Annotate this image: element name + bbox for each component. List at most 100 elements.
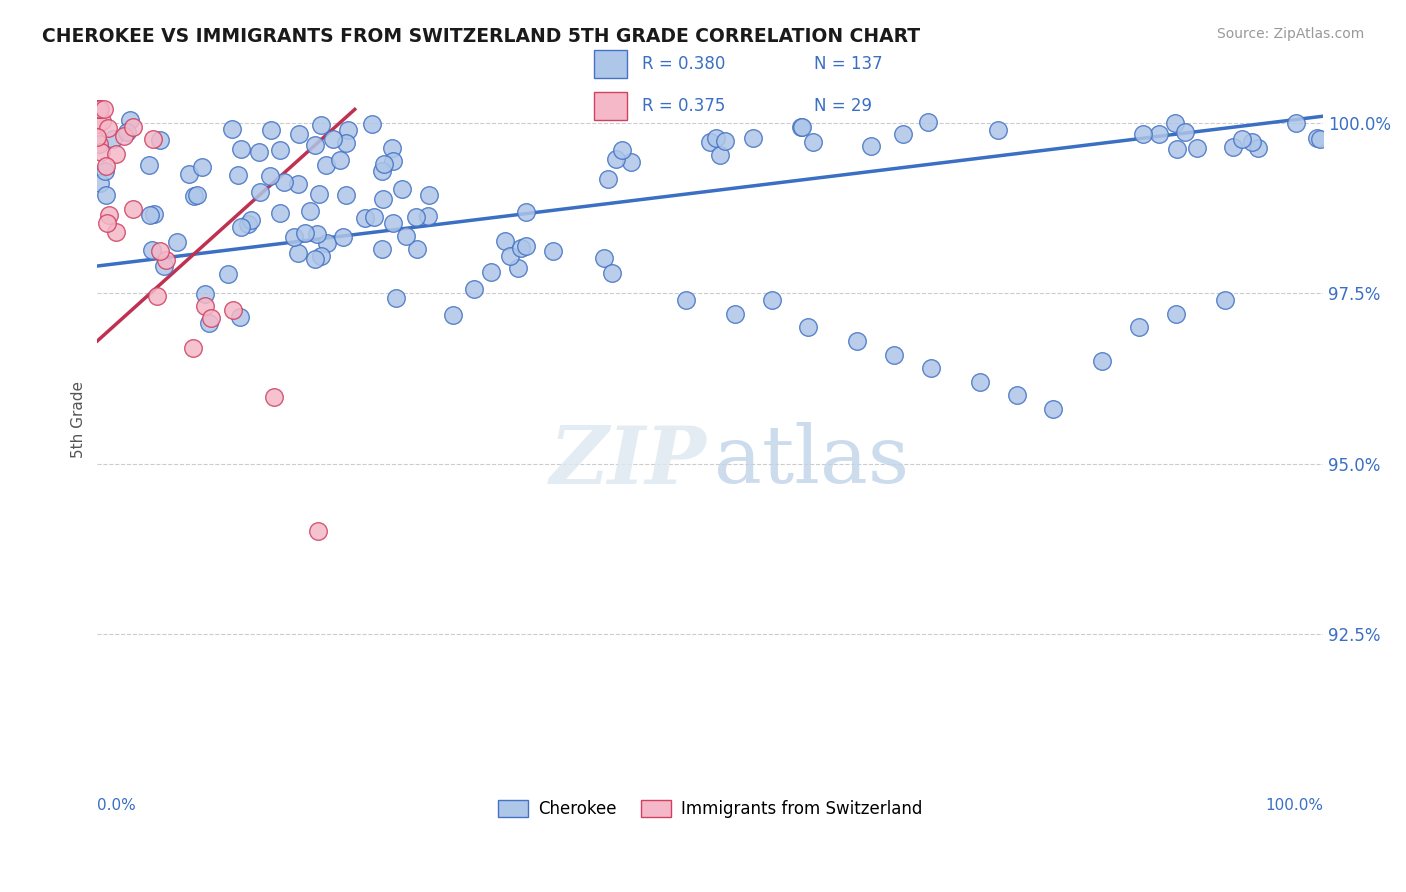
Point [153,259,176,273]
Point [93,103,115,117]
Point [709,148,731,162]
Point [917,115,939,129]
Point [479,265,502,279]
Point [515,238,537,252]
Point [1240,135,1263,149]
Point [335,136,357,151]
Point [236,217,259,231]
Point [166,235,188,249]
Point [405,210,427,224]
Point [90,145,112,160]
Point [263,390,285,404]
Point [194,299,217,313]
Point [87,103,110,117]
Point [149,133,172,147]
Point [183,189,205,203]
Point [283,230,305,244]
Text: N = 29: N = 29 [814,97,872,115]
Point [381,216,404,230]
Point [1222,140,1244,154]
Point [228,310,250,325]
Point [229,142,252,156]
Point [1164,307,1187,321]
Point [891,128,914,142]
Point [259,169,281,183]
Point [200,310,222,325]
Point [97,120,120,135]
Point [269,144,291,158]
Point [155,252,177,267]
Point [308,186,330,201]
Point [381,140,404,154]
Point [287,246,309,260]
Text: ZIP: ZIP [550,423,707,500]
Point [706,131,728,145]
Text: R = 0.380: R = 0.380 [643,55,725,73]
Point [724,307,747,321]
Point [1147,127,1170,141]
Point [94,159,117,173]
Point [87,103,110,117]
Point [222,303,245,318]
Point [406,242,429,256]
Point [122,202,145,217]
Point [675,293,697,307]
Point [217,267,239,281]
Text: Source: ZipAtlas.com: Source: ZipAtlas.com [1216,27,1364,41]
Point [89,176,111,190]
Point [353,211,375,225]
Point [96,216,118,230]
Point [87,103,110,117]
Point [1128,320,1150,334]
Point [790,120,813,135]
Point [138,208,160,222]
Point [596,171,619,186]
Point [304,252,326,267]
Point [515,205,537,219]
Point [385,291,408,305]
Point [360,117,382,131]
Point [381,153,404,168]
Point [860,139,883,153]
Point [620,154,643,169]
Point [1174,125,1197,139]
Point [1285,116,1308,130]
Point [104,225,127,239]
Point [463,282,485,296]
Point [920,361,942,376]
Point [309,118,332,132]
Point [600,266,623,280]
Point [391,182,413,196]
Point [247,145,270,160]
Point [363,211,385,225]
Y-axis label: 5th Grade: 5th Grade [72,381,86,458]
Point [186,188,208,202]
Point [499,249,522,263]
Point [87,136,110,151]
Point [987,123,1010,137]
Point [337,123,360,137]
Point [969,375,991,389]
Point [883,347,905,361]
Point [605,152,627,166]
Point [141,244,163,258]
Point [543,244,565,258]
Point [118,113,141,128]
Point [141,131,163,145]
Point [332,230,354,244]
Point [309,249,332,263]
Text: CHEROKEE VS IMMIGRANTS FROM SWITZERLAND 5TH GRADE CORRELATION CHART: CHEROKEE VS IMMIGRANTS FROM SWITZERLAND … [42,27,921,45]
Legend: Cherokee, Immigrants from Switzerland: Cherokee, Immigrants from Switzerland [491,793,929,825]
Point [294,227,316,241]
Point [790,120,813,134]
Point [797,320,820,334]
Point [249,185,271,199]
Point [229,219,252,234]
Point [138,158,160,172]
Point [494,234,516,248]
Point [221,122,243,136]
Point [713,135,735,149]
Point [198,316,221,330]
Point [1246,141,1268,155]
Point [1185,141,1208,155]
